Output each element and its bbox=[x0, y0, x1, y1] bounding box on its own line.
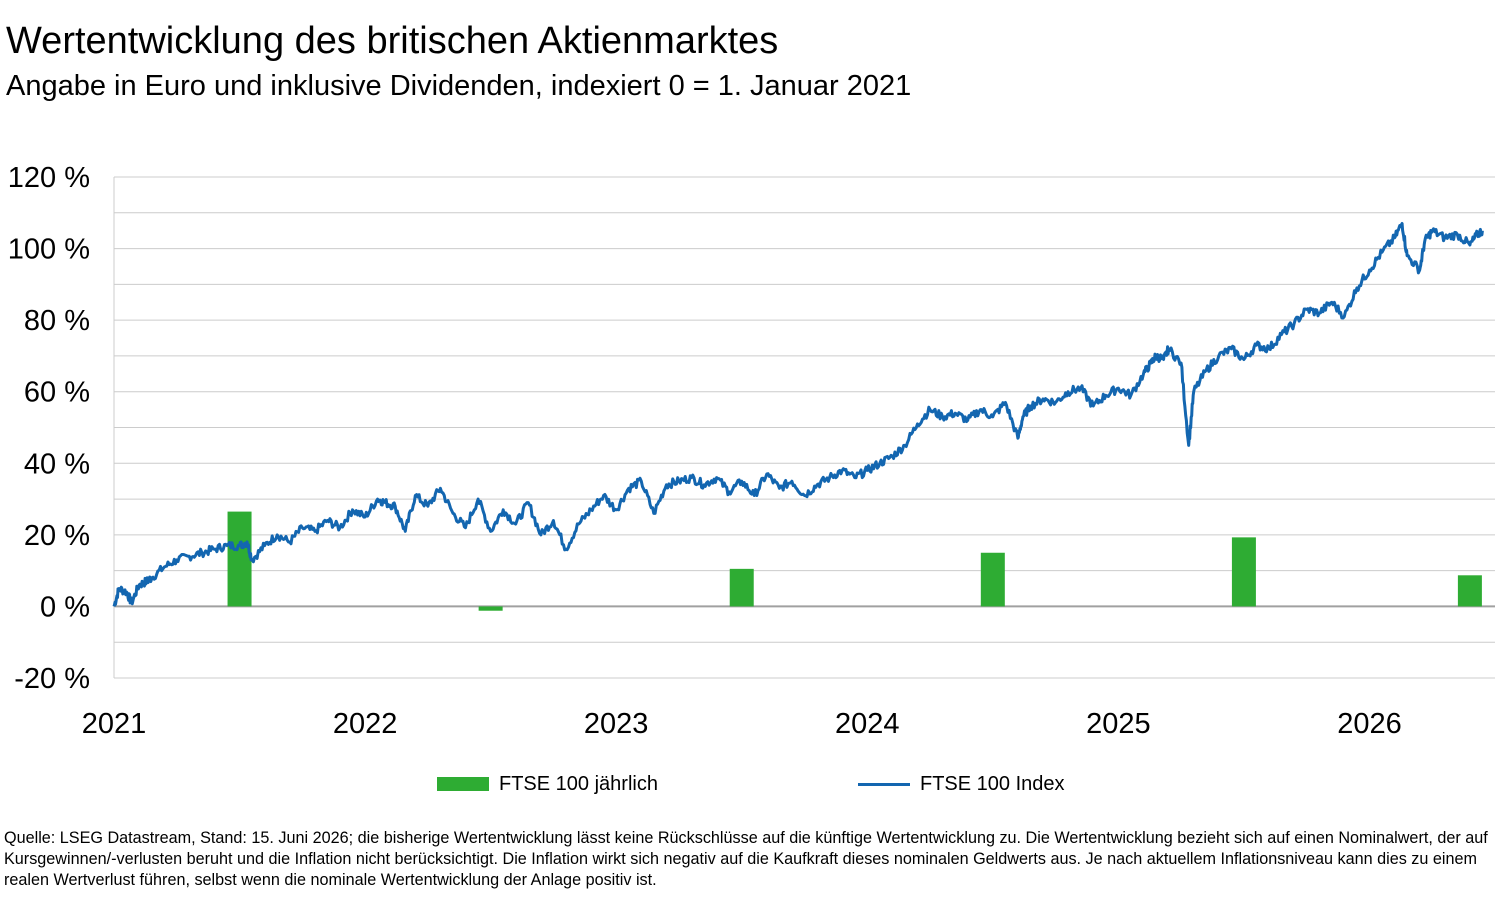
y-tick-label: 100 % bbox=[8, 234, 90, 266]
bar-2026 bbox=[1457, 575, 1482, 607]
chart: -20 %0 %20 %40 %60 %80 %100 %120 % 2021 2… bbox=[8, 162, 1495, 740]
x-tick-label: 2022 bbox=[333, 708, 398, 740]
chart-subtitle: Angabe in Euro und inklusive Dividenden,… bbox=[6, 70, 912, 102]
legend-label-line: FTSE 100 Index bbox=[920, 772, 1065, 795]
y-tick-label: 40 % bbox=[24, 448, 90, 480]
y-tick-label: 60 % bbox=[24, 377, 90, 409]
y-tick-label: 20 % bbox=[24, 520, 90, 552]
bar-series bbox=[227, 511, 1482, 611]
y-tick-label: 80 % bbox=[24, 305, 90, 337]
legend-swatch-bars bbox=[437, 777, 489, 791]
legend-item-bars: FTSE 100 jährlich bbox=[437, 770, 658, 798]
x-axis-labels: 2021 2022 2023 2024 2025 2026 bbox=[82, 708, 1402, 740]
y-axis-labels: -20 % 0 % 20 % 40 % 60 % 80 % 100 % 120 % bbox=[8, 162, 90, 695]
x-tick-label: 2023 bbox=[584, 708, 649, 740]
ftse-100-index-line bbox=[112, 222, 1484, 607]
legend-label-bars: FTSE 100 jährlich bbox=[499, 772, 658, 795]
bar-2024 bbox=[980, 552, 1005, 607]
x-tick-label: 2021 bbox=[82, 708, 147, 740]
x-tick-label: 2024 bbox=[835, 708, 900, 740]
legend-swatch-line bbox=[858, 782, 910, 786]
bar-2022 bbox=[478, 606, 503, 611]
bar-2025 bbox=[1231, 537, 1256, 607]
grid-lines bbox=[113, 176, 1495, 679]
legend-item-line: FTSE 100 Index bbox=[858, 770, 1065, 798]
x-tick-label: 2026 bbox=[1337, 708, 1402, 740]
bar-2021 bbox=[227, 511, 252, 607]
x-tick-label: 2025 bbox=[1086, 708, 1151, 740]
y-tick-label: 0 % bbox=[40, 591, 90, 623]
y-tick-label: -20 % bbox=[14, 663, 90, 695]
source-note: Quelle: LSEG Datastream, Stand: 15. Juni… bbox=[4, 829, 1488, 889]
line-series bbox=[112, 222, 1484, 607]
chart-title: Wertentwicklung des britischen Aktienmar… bbox=[6, 20, 779, 62]
bar-2023 bbox=[729, 568, 754, 607]
y-tick-label: 120 % bbox=[8, 162, 90, 194]
